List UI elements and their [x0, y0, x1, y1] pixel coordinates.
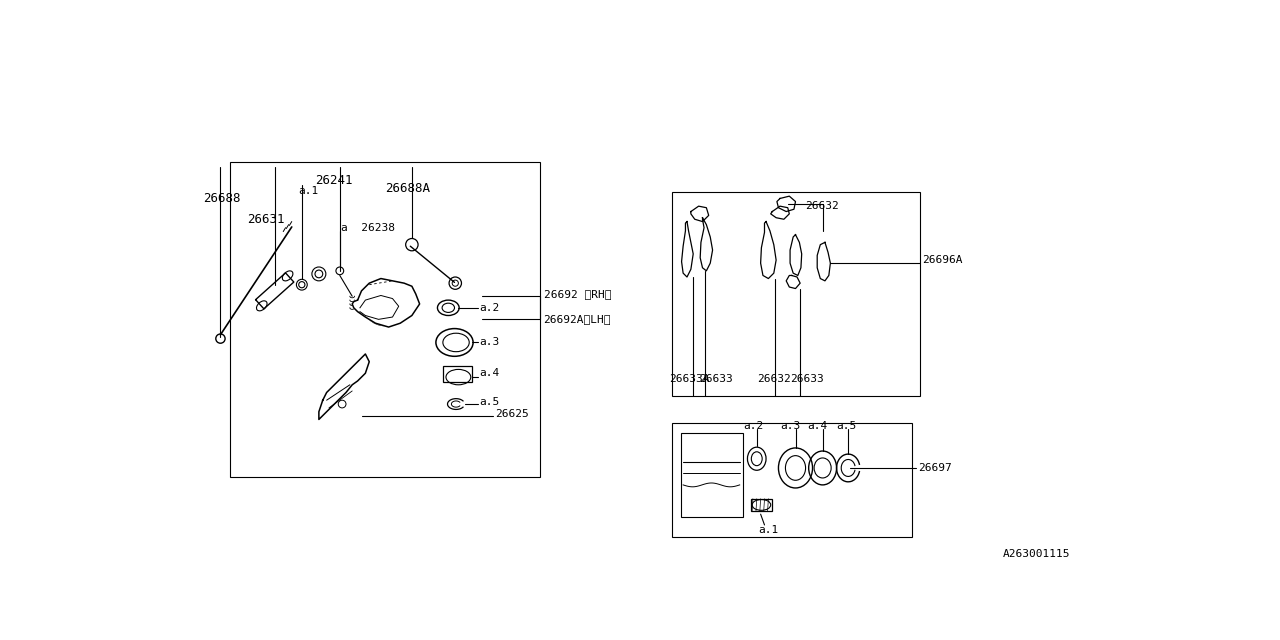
Bar — [229, 161, 540, 477]
Text: 26633: 26633 — [790, 374, 824, 383]
Polygon shape — [681, 221, 694, 277]
Text: 26692A〈LH〉: 26692A〈LH〉 — [544, 314, 611, 324]
Text: 26633: 26633 — [699, 374, 732, 383]
Polygon shape — [319, 354, 369, 419]
Text: 26688A: 26688A — [385, 182, 430, 195]
Polygon shape — [786, 275, 800, 289]
Polygon shape — [790, 235, 801, 275]
Text: a.1: a.1 — [758, 525, 778, 534]
Text: a.5: a.5 — [479, 397, 499, 407]
Polygon shape — [352, 278, 420, 327]
Text: a.2: a.2 — [742, 420, 763, 431]
Text: 26632: 26632 — [805, 201, 838, 211]
Text: 26241: 26241 — [315, 174, 352, 188]
Text: a.5: a.5 — [836, 420, 856, 431]
Bar — [681, 433, 742, 517]
Bar — [672, 192, 919, 396]
Bar — [750, 499, 772, 511]
Text: a.4: a.4 — [479, 368, 499, 378]
Text: 26692 〈RH〉: 26692 〈RH〉 — [544, 289, 611, 299]
Text: a.4: a.4 — [808, 420, 827, 431]
Text: a.3: a.3 — [479, 337, 499, 348]
Text: A263001115: A263001115 — [1004, 549, 1070, 559]
Polygon shape — [760, 221, 776, 278]
Bar — [443, 365, 472, 383]
Polygon shape — [777, 196, 795, 212]
Text: 26633A: 26633A — [669, 374, 709, 383]
Text: 26696A: 26696A — [922, 255, 963, 265]
Text: a.2: a.2 — [479, 303, 499, 313]
Text: a  26238: a 26238 — [342, 223, 396, 234]
Text: a.1: a.1 — [298, 186, 319, 196]
Text: 26632: 26632 — [756, 374, 791, 383]
Text: a.3: a.3 — [780, 420, 800, 431]
Bar — [672, 423, 911, 537]
Text: 26625: 26625 — [495, 409, 529, 419]
Text: 26688: 26688 — [202, 192, 241, 205]
Polygon shape — [700, 218, 713, 271]
Polygon shape — [817, 243, 831, 281]
Text: 26697: 26697 — [918, 463, 952, 473]
Text: 26631: 26631 — [247, 212, 284, 226]
Polygon shape — [771, 206, 790, 220]
Polygon shape — [691, 206, 709, 221]
